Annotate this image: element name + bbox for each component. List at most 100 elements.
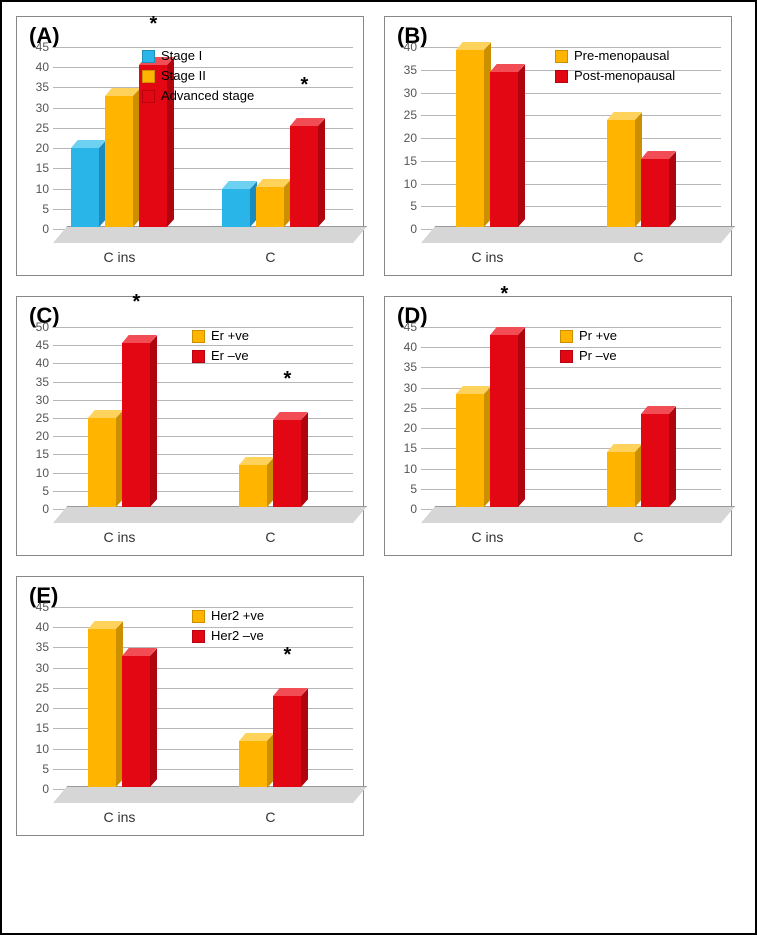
- y-tick: 0: [42, 502, 53, 516]
- bar: [490, 72, 518, 227]
- y-tick: 40: [404, 340, 421, 354]
- legend-swatch: [560, 350, 573, 363]
- y-tick: 5: [42, 202, 53, 216]
- y-tick: 45: [404, 320, 421, 334]
- y-tick: 5: [42, 762, 53, 776]
- legend-label: Er –ve: [211, 347, 249, 365]
- y-tick: 25: [36, 411, 53, 425]
- y-tick: 5: [42, 484, 53, 498]
- y-tick: 30: [36, 101, 53, 115]
- bar: [122, 343, 150, 507]
- legend-swatch: [192, 630, 205, 643]
- legend-swatch: [142, 70, 155, 83]
- legend-label: Pre-menopausal: [574, 47, 669, 65]
- legend-label: Post-menopausal: [574, 67, 675, 85]
- y-tick: 35: [404, 63, 421, 77]
- x-category-label: C ins: [103, 809, 135, 825]
- bar: [239, 465, 267, 507]
- legend-label: Her2 –ve: [211, 627, 264, 645]
- bar: [456, 50, 484, 227]
- bar: [122, 656, 150, 787]
- bar: [71, 148, 99, 227]
- y-tick: 15: [36, 447, 53, 461]
- y-tick: 0: [42, 222, 53, 236]
- y-tick: 15: [404, 154, 421, 168]
- y-tick: 25: [404, 401, 421, 415]
- y-tick: 25: [36, 681, 53, 695]
- legend-label: Advanced stage: [161, 87, 254, 105]
- significance-star: *: [133, 291, 141, 314]
- x-category-label: C: [265, 529, 275, 545]
- legend-swatch: [192, 350, 205, 363]
- row-1: (A)051015202530354045C insC**Stage IStag…: [16, 16, 741, 276]
- legend-item: Pre-menopausal: [555, 47, 675, 65]
- y-tick: 45: [36, 600, 53, 614]
- x-category-label: C ins: [471, 529, 503, 545]
- bar: [273, 696, 301, 787]
- x-category-label: C: [265, 249, 275, 265]
- y-tick: 40: [404, 40, 421, 54]
- bar: [88, 418, 116, 507]
- bar: [105, 96, 133, 227]
- legend: Pre-menopausal Post-menopausal: [555, 47, 675, 87]
- y-tick: 30: [404, 86, 421, 100]
- y-tick: 0: [410, 502, 421, 516]
- y-tick: 20: [404, 131, 421, 145]
- legend-label: Stage I: [161, 47, 202, 65]
- bar: [641, 159, 669, 227]
- legend: Stage I Stage II Advanced stage: [142, 47, 254, 107]
- bar: [490, 335, 518, 507]
- legend-label: Stage II: [161, 67, 206, 85]
- y-tick: 40: [36, 356, 53, 370]
- x-category-label: C ins: [103, 249, 135, 265]
- legend-item: Her2 +ve: [192, 607, 264, 625]
- y-tick: 35: [36, 375, 53, 389]
- bar: [273, 420, 301, 507]
- bar: [456, 394, 484, 507]
- legend-item: Pr +ve: [560, 327, 617, 345]
- legend-swatch: [192, 330, 205, 343]
- significance-star: *: [301, 74, 309, 97]
- legend-label: Pr +ve: [579, 327, 617, 345]
- y-tick: 35: [36, 640, 53, 654]
- y-tick: 25: [404, 108, 421, 122]
- legend-swatch: [192, 610, 205, 623]
- legend-item: Stage I: [142, 47, 254, 65]
- y-tick: 30: [404, 381, 421, 395]
- legend-item: Pr –ve: [560, 347, 617, 365]
- panel-d: (D)051015202530354045C insC*Pr +vePr –ve: [384, 296, 732, 556]
- y-tick: 30: [36, 393, 53, 407]
- y-tick: 30: [36, 661, 53, 675]
- legend-label: Er +ve: [211, 327, 249, 345]
- legend-item: Er +ve: [192, 327, 249, 345]
- x-category-label: C ins: [471, 249, 503, 265]
- y-tick: 35: [36, 80, 53, 94]
- panel-c: (C)05101520253035404550C insC**Er +veEr …: [16, 296, 364, 556]
- bar: [88, 629, 116, 787]
- y-tick: 25: [36, 121, 53, 135]
- row-3: (E)051015202530354045C insC*Her2 +veHer2…: [16, 576, 741, 836]
- x-category-label: C ins: [103, 529, 135, 545]
- y-tick: 10: [404, 177, 421, 191]
- significance-star: *: [284, 644, 292, 667]
- y-tick: 15: [36, 721, 53, 735]
- x-category-label: C: [265, 809, 275, 825]
- legend-swatch: [142, 50, 155, 63]
- legend-item: Her2 –ve: [192, 627, 264, 645]
- legend-label: Pr –ve: [579, 347, 617, 365]
- y-tick: 10: [404, 462, 421, 476]
- y-tick: 10: [36, 182, 53, 196]
- y-tick: 20: [36, 701, 53, 715]
- y-tick: 45: [36, 40, 53, 54]
- legend-item: Post-menopausal: [555, 67, 675, 85]
- legend-swatch: [560, 330, 573, 343]
- legend: Er +ve Er –ve: [192, 327, 249, 367]
- significance-star: *: [501, 283, 509, 306]
- y-tick: 20: [36, 429, 53, 443]
- legend: Pr +ve Pr –ve: [560, 327, 617, 367]
- y-tick: 10: [36, 742, 53, 756]
- y-tick: 40: [36, 620, 53, 634]
- bar: [607, 452, 635, 507]
- legend-item: Stage II: [142, 67, 254, 85]
- bar: [256, 187, 284, 227]
